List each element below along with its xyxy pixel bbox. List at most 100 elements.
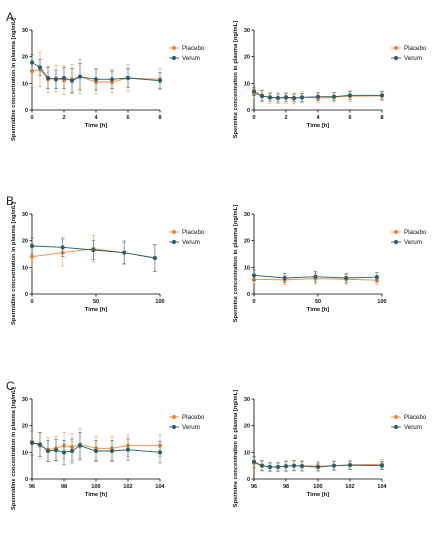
data-point [347,93,353,98]
x-tick-label: 8 [380,115,383,121]
data-point [315,464,321,470]
data-point [29,243,35,249]
data-point [374,275,379,280]
data-point [267,95,273,100]
chart-1: 0 10 20 30 0 2 4 6 8 Time [h] Spermine concentrati… [233,21,427,139]
panel-letter-c: C [6,379,15,393]
data-point [347,463,353,468]
data-point [109,77,115,82]
chart-5: 0 10 20 30 96 98 100 102 104 Time [h] Spermine con… [233,390,427,508]
x-axis-title: Time [h] [85,492,108,498]
legend-swatch-marker [393,229,399,235]
legend-swatch-marker [393,414,399,420]
data-point [331,94,337,99]
data-point [251,459,257,464]
y-tick-label: 30 [244,212,250,218]
y-tick-label: 0 [247,292,250,298]
legend-swatch-marker [393,424,399,430]
x-tick-label: 102 [345,484,354,490]
data-point [157,450,163,455]
data-point [37,442,43,447]
y-axis-title: Spermidine concentration in plasma [ng/m… [11,18,17,141]
data-point [125,447,131,452]
data-point [29,254,35,259]
data-point [77,443,83,448]
y-tick-label: 20 [22,55,28,61]
data-point [122,250,127,255]
data-point [259,463,265,468]
x-axis-title: Time [h] [307,307,330,313]
x-tick-label: 0 [30,115,33,121]
x-tick-label: 100 [313,484,322,490]
y-tick-label: 0 [247,477,250,483]
legend-swatch-marker [171,414,177,420]
x-tick-label: 4 [316,115,320,121]
x-axis-title: Time [h] [85,307,108,313]
series-verum [29,54,163,93]
data-point [282,275,287,281]
data-point [61,450,67,455]
data-point [109,448,115,454]
x-tick-label: 0 [252,115,255,121]
y-tick-label: 20 [244,239,250,245]
data-point [53,77,59,82]
legend-swatch-marker [171,229,177,235]
y-tick-label: 20 [244,424,250,430]
data-point [299,464,305,469]
y-tick-label: 10 [244,81,250,87]
y-axis-title: Spermine concentration in plasma [ng/mL] [233,21,239,139]
data-point [37,65,43,70]
data-point [283,95,289,100]
y-tick-label: 30 [244,28,250,34]
data-point [91,247,96,253]
data-point [291,463,297,468]
legend-label: Verum [404,239,422,246]
data-point [275,95,281,101]
y-axis-title: Spermidine concentration in plasma [ng/m… [11,202,17,325]
y-tick-label: 30 [244,397,250,403]
legend-swatch-marker [393,55,399,61]
chart-3: 0 10 20 30 0 50 100 Time [h] Spermine concentrat… [233,205,427,323]
y-tick-label: 0 [25,108,28,114]
data-point [61,75,67,81]
data-point [69,78,75,83]
legend-label: Verum [404,55,422,62]
data-point [344,275,349,281]
legend-label: Placebo [404,414,427,421]
legend-swatch-marker [171,424,177,430]
data-point [379,93,385,98]
x-tick-label: 98 [283,484,289,490]
data-point [157,78,163,83]
series-verum [251,87,385,103]
y-tick-label: 0 [247,108,250,114]
x-tick-label: 100 [155,299,164,305]
x-tick-label: 102 [123,484,132,490]
y-tick-label: 20 [22,424,28,430]
legend-label: Placebo [182,45,205,52]
y-tick-label: 20 [244,55,250,61]
legend-label: Verum [182,55,200,62]
legend-swatch-marker [171,239,177,245]
data-point [125,75,131,81]
y-tick-label: 10 [244,265,250,271]
y-tick-label: 10 [22,81,28,87]
x-tick-label: 100 [91,484,100,490]
data-point [29,60,35,65]
series-verum [251,269,379,284]
y-tick-label: 30 [22,28,28,34]
series-verum [29,430,163,465]
data-point [331,463,337,468]
legend-label: Verum [404,424,422,431]
x-tick-label: 50 [93,299,99,305]
chart-0: 0 10 20 30 0 2 4 6 8 Time [h] Spermidine concentra… [11,18,205,141]
data-point [315,94,321,99]
x-tick-label: 4 [94,115,98,121]
data-point [53,448,59,453]
data-point [299,95,305,100]
data-point [93,448,99,454]
y-axis-title: Spermidine concentration in plasma [ng/m… [11,387,17,510]
data-point [45,75,51,81]
panel-letter-a: A [6,10,14,24]
legend-label: Verum [182,424,200,431]
